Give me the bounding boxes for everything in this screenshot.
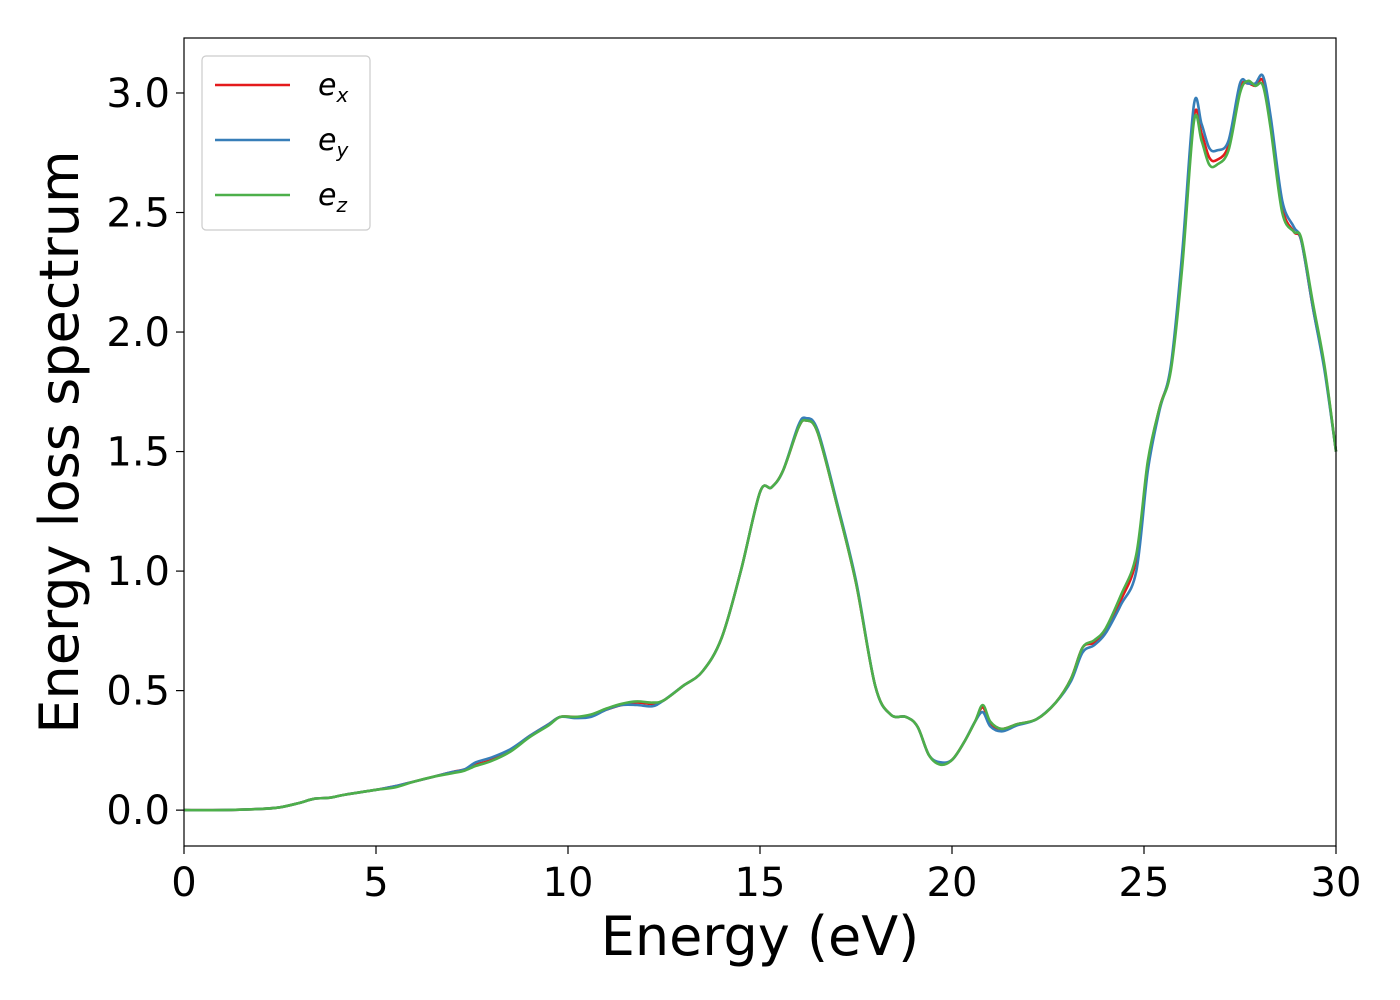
y-tick-label: 1.0 (106, 549, 170, 595)
y-tick-label: 1.5 (106, 430, 170, 476)
legend-box (201, 55, 371, 231)
y-axis-ticks: 0.0 0.5 1.0 1.5 2.0 2.5 3.0 (106, 71, 184, 834)
y-tick-label: 2.5 (106, 191, 170, 237)
x-tick-label: 20 (927, 860, 978, 906)
series-line-ez (183, 79, 1338, 812)
y-tick-label: 3.0 (106, 71, 170, 117)
x-tick-label: 15 (735, 860, 786, 906)
x-tick-label: 25 (1119, 860, 1170, 906)
y-tick-label: 2.0 (106, 310, 170, 356)
x-axis-label: Energy (eV) (601, 905, 920, 968)
x-axis-ticks: 0 5 10 15 20 25 30 (171, 846, 1361, 906)
y-axis-label: Energy loss spectrum (28, 150, 91, 733)
x-tick-label: 5 (363, 860, 388, 906)
x-tick-label: 0 (171, 860, 196, 906)
y-tick-label: 0.5 (106, 669, 170, 715)
x-tick-label: 10 (543, 860, 594, 906)
y-tick-label: 0.0 (106, 788, 170, 834)
x-tick-label: 30 (1311, 860, 1362, 906)
plot-lines (183, 73, 1338, 812)
legend-label-ez: ez (318, 178, 347, 217)
